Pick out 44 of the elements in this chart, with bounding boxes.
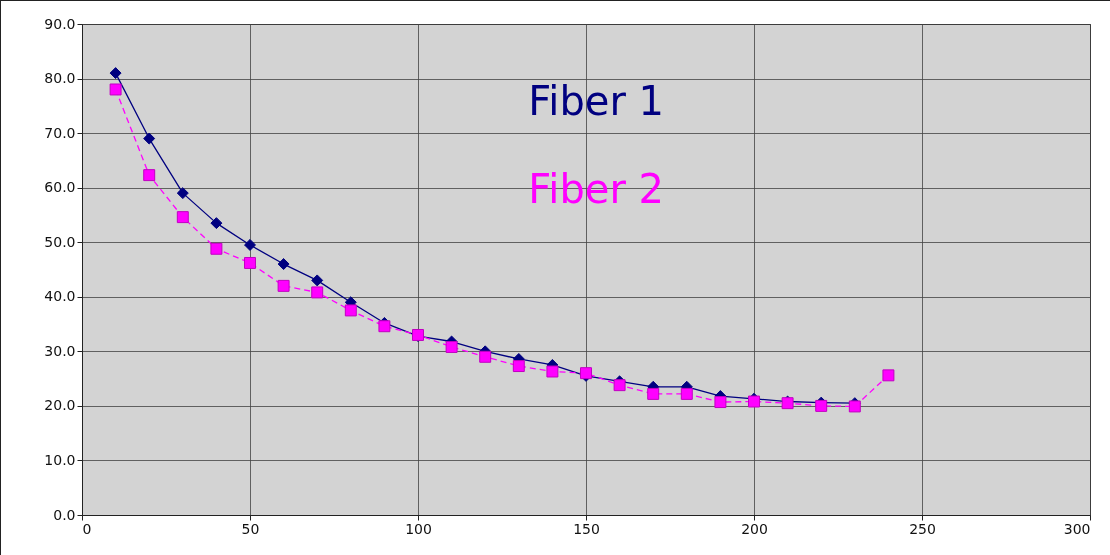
point (277, 279, 290, 292)
point (445, 340, 458, 353)
point (613, 379, 626, 392)
point (244, 256, 256, 269)
x-tick-label: 150 (573, 520, 600, 537)
point (546, 365, 559, 378)
point (109, 67, 122, 80)
y-tick-label: 80.0 (44, 70, 76, 87)
point (143, 169, 156, 182)
point (647, 387, 660, 400)
y-tick-label: 10.0 (44, 451, 76, 468)
y-tick-label: 60.0 (44, 179, 76, 196)
point (311, 286, 324, 299)
y-tick-label: 70.0 (44, 124, 76, 141)
point (210, 242, 223, 255)
point (882, 369, 895, 382)
point (210, 217, 223, 230)
point (680, 387, 693, 400)
point (176, 211, 189, 224)
x-tick-label: 100 (405, 520, 432, 537)
y-tick-label: 20.0 (44, 397, 76, 414)
point (344, 304, 357, 317)
point (244, 238, 256, 251)
y-tick-label: 90.0 (44, 15, 76, 32)
y-tick-label: 50.0 (44, 233, 76, 250)
point (378, 320, 391, 333)
x-tick-label: 50 (241, 520, 260, 537)
y-tick-label: 30.0 (44, 342, 76, 359)
x-tick-label: 250 (909, 520, 936, 537)
point (277, 258, 290, 271)
point (109, 83, 122, 96)
point (512, 360, 525, 373)
text: Fiber 1 (528, 77, 664, 124)
x-tick-label: 200 (741, 520, 768, 537)
point (311, 274, 324, 287)
point (714, 396, 727, 409)
x-tick-label: 0 (82, 520, 92, 537)
text: Fiber 2 (528, 165, 664, 212)
point (176, 187, 189, 200)
y-tick-label: 40.0 (44, 288, 76, 305)
x-tick-label: 300 (1063, 520, 1091, 537)
y-tick-label: 0.0 (53, 506, 76, 523)
point (143, 132, 156, 145)
point (479, 350, 492, 363)
